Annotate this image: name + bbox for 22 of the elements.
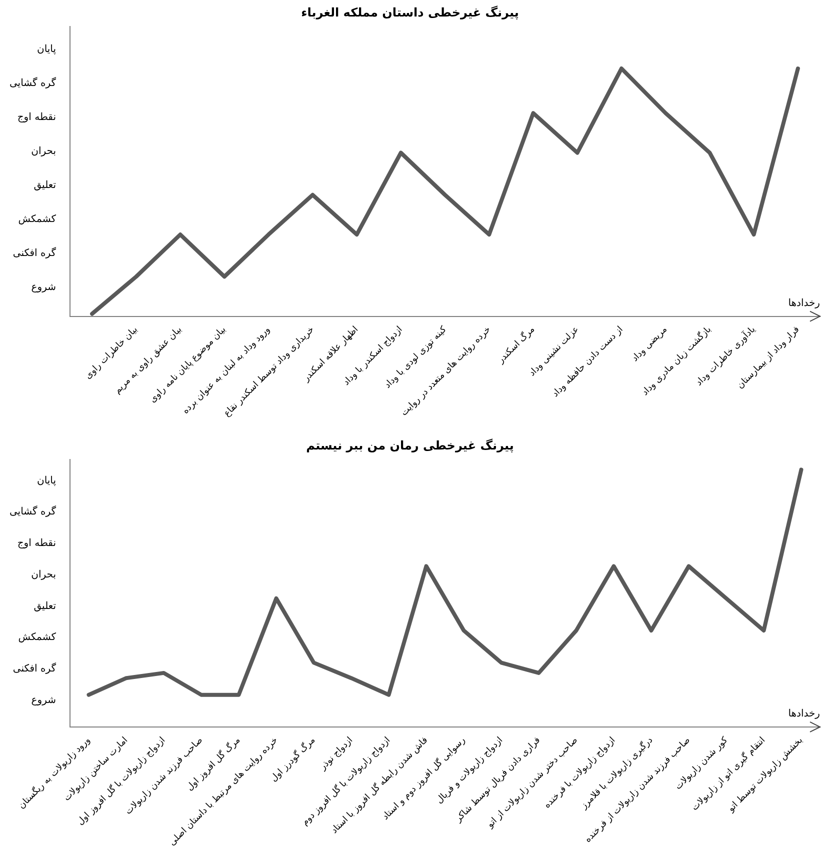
text: بحران [31, 146, 56, 158]
text: گره گشایی [9, 77, 56, 90]
text: نقطه اوج [17, 538, 56, 550]
text: کشمکش [18, 214, 56, 225]
text: نقطه اوج [17, 112, 56, 124]
x-tick-label: مرگ اسکندر [494, 323, 538, 366]
text: گره افکنی [12, 246, 56, 259]
x-tick-label: مریضی وداد [630, 324, 670, 364]
chart-title: پیرنگ غیرخطی داستان مملکه الغرباء [301, 5, 519, 20]
text: پایان [36, 44, 56, 56]
text: گره افکنی [12, 662, 56, 674]
text: تعلیق [34, 600, 56, 612]
chart-title: پیرنگ غیرخطی رمان من ببر نیستم [306, 438, 514, 452]
x-axis-title: رخدادها [788, 298, 820, 309]
text: بحران [31, 569, 56, 580]
text: پایان [36, 475, 56, 486]
text: تعلیق [34, 180, 56, 192]
x-axis-title: رخدادها [788, 708, 820, 720]
text: شروع [31, 694, 56, 706]
text: گره گشایی [9, 506, 56, 518]
text: کشمکش [18, 632, 56, 644]
text: شروع [31, 282, 56, 293]
